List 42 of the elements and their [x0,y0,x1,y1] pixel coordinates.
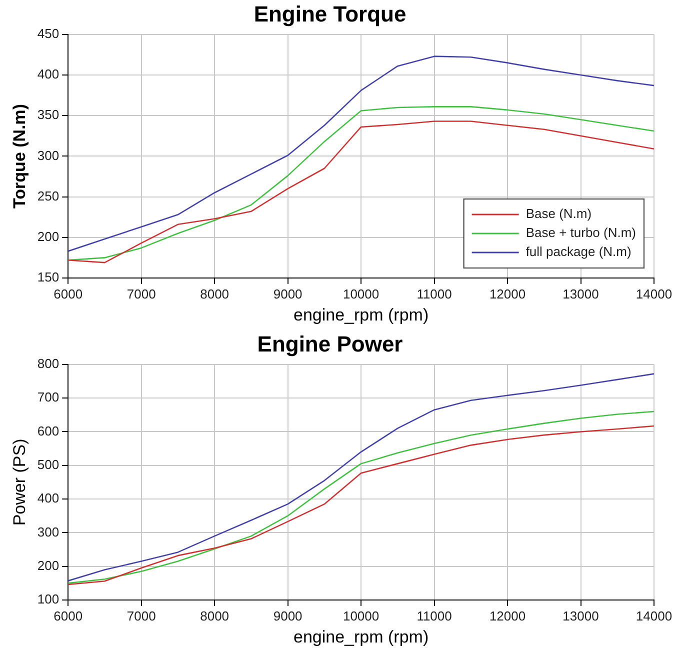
x-tick-label: 9000 [273,608,302,624]
y-axis-title: Torque (N.m) [10,104,29,208]
chart-title: Engine Power [257,331,404,356]
x-tick-label: 14000 [636,608,672,624]
y-tick-label: 150 [37,270,60,285]
x-tick-label: 8000 [200,286,230,302]
x-tick-label: 13000 [562,286,599,302]
y-tick-label: 400 [37,490,60,506]
x-tick-label: 11000 [416,608,452,624]
x-tick-label: 12000 [489,286,526,302]
legend-label: Base (N.m) [526,206,592,222]
x-tick-label: 13000 [562,608,599,624]
y-tick-label: 200 [37,558,60,573]
y-tick-label: 200 [37,228,60,244]
legend-label: full package (N.m) [526,244,632,260]
x-tick-label: 6000 [54,608,83,624]
y-tick-label: 400 [37,66,60,82]
y-tick-label: 500 [37,456,60,472]
y-tick-label: 300 [37,524,60,540]
y-tick-label: 700 [37,390,60,405]
y-tick-label: 350 [37,107,60,122]
y-tick-label: 600 [37,423,60,438]
x-tick-label: 10000 [342,608,380,624]
x-tick-label: 10000 [342,286,380,302]
y-tick-label: 250 [37,188,60,204]
chart-title: Engine Torque [254,1,406,26]
x-axis-title: engine_rpm (rpm) [293,627,429,646]
x-tick-label: 7000 [126,286,156,302]
y-axis-title: Power (PS) [10,438,29,526]
x-tick-label: 7000 [126,608,156,624]
x-tick-label: 12000 [489,608,526,624]
x-axis-title: engine_rpm (rpm) [293,305,429,324]
x-tick-label: 6000 [54,286,83,302]
y-tick-label: 450 [37,26,60,41]
legend-label: Base + turbo (N.m) [526,225,636,240]
x-tick-label: 8000 [200,608,230,624]
x-tick-label: 9000 [273,286,302,302]
x-tick-label: 11000 [416,286,452,302]
y-tick-label: 300 [37,148,60,163]
x-tick-label: 14000 [636,286,672,302]
y-tick-label: 800 [37,356,60,371]
y-tick-label: 100 [37,592,60,607]
